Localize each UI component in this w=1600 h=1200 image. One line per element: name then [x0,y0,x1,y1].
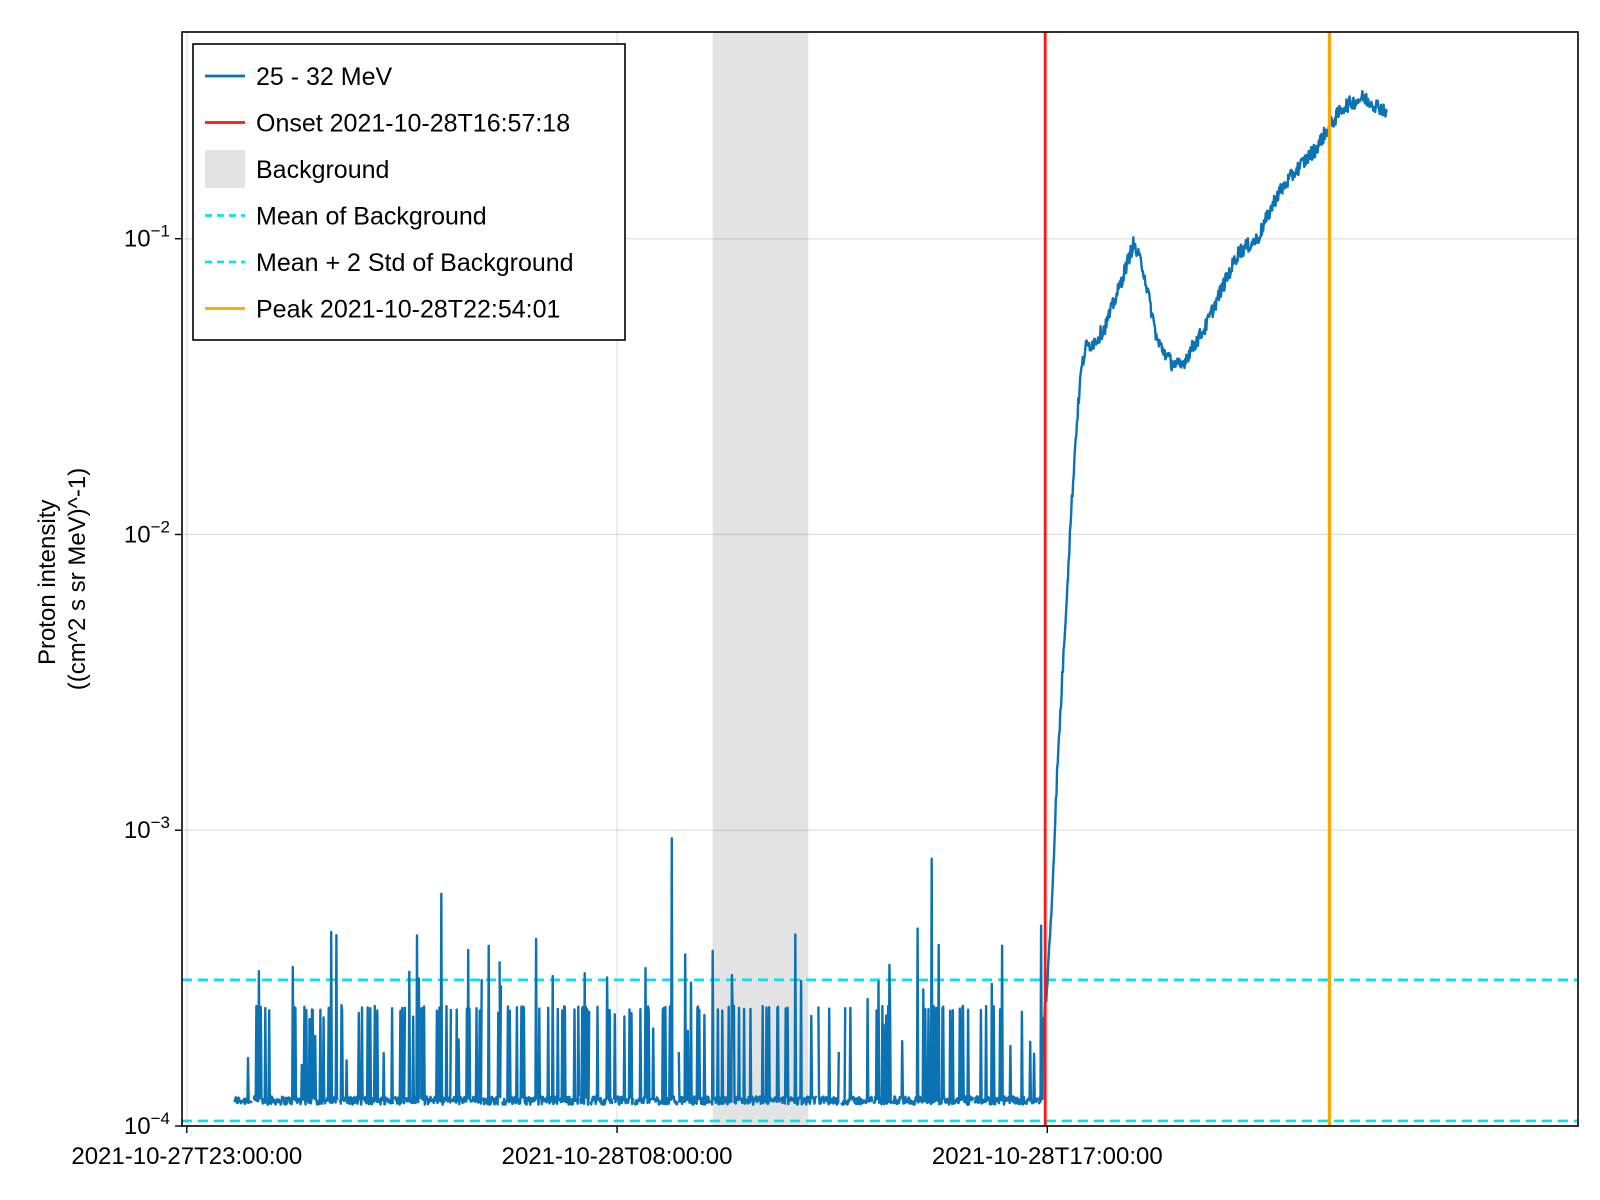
y-tick-label: 10−4 [124,1109,170,1140]
y-axis-label-line-2: ((cm^2 s sr MeV)^-1) [64,468,91,691]
x-tick-label: 2021-10-27T23:00:00 [71,1143,302,1170]
legend-label: Mean + 2 Std of Background [256,249,574,277]
legend-entry: Mean of Background [205,203,487,231]
background-window [712,32,809,1126]
x-tick-label: 2021-10-28T08:00:00 [502,1143,733,1170]
event-markers-layer [1043,32,1331,1126]
legend-label: Peak 2021-10-28T22:54:01 [256,296,560,324]
threshold-lines-layer [182,978,1578,1123]
y-tick-label: 10−2 [124,517,170,548]
legend-label: 25 - 32 MeV [256,63,393,91]
series-25-32-mev [233,90,1388,1106]
legend-label: Mean of Background [256,203,487,231]
x-axis-ticks: 2021-10-27T23:00:00 2021-10-28T08:00:00 20… [71,1126,1163,1170]
legend-entry: Background [205,150,389,188]
legend-box [192,43,626,341]
legend-swatch-patch [205,150,245,188]
legend-entry: Onset 2021-10-28T16:57:18 [205,110,570,138]
series-layer [233,90,1388,1106]
x-tick-label: 2021-10-28T17:00:00 [932,1143,1163,1170]
legend-label: Background [256,156,389,184]
legend-label: Onset 2021-10-28T16:57:18 [256,110,570,138]
plot-frame [181,31,1579,1127]
y-axis-label: Proton intensity ((cm^2 s sr MeV)^-1) [34,468,91,691]
legend-entry: Peak 2021-10-28T22:54:01 [205,296,560,324]
y-axis-ticks: 10−4 10−3 10−2 10−1 [124,222,182,1140]
y-axis-label-line-1: Proton intensity [34,500,61,665]
legend: 25 - 32 MeV Onset 2021-10-28T16:57:18 Back… [192,43,626,341]
legend-entry: 25 - 32 MeV [205,63,393,91]
legend-entry: Mean + 2 Std of Background [205,249,574,277]
background-window-layer [712,32,809,1126]
y-tick-label: 10−3 [124,813,170,844]
y-tick-label: 10−1 [124,222,170,253]
